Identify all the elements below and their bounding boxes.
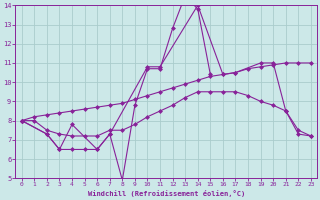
X-axis label: Windchill (Refroidissement éolien,°C): Windchill (Refroidissement éolien,°C) bbox=[88, 190, 245, 197]
